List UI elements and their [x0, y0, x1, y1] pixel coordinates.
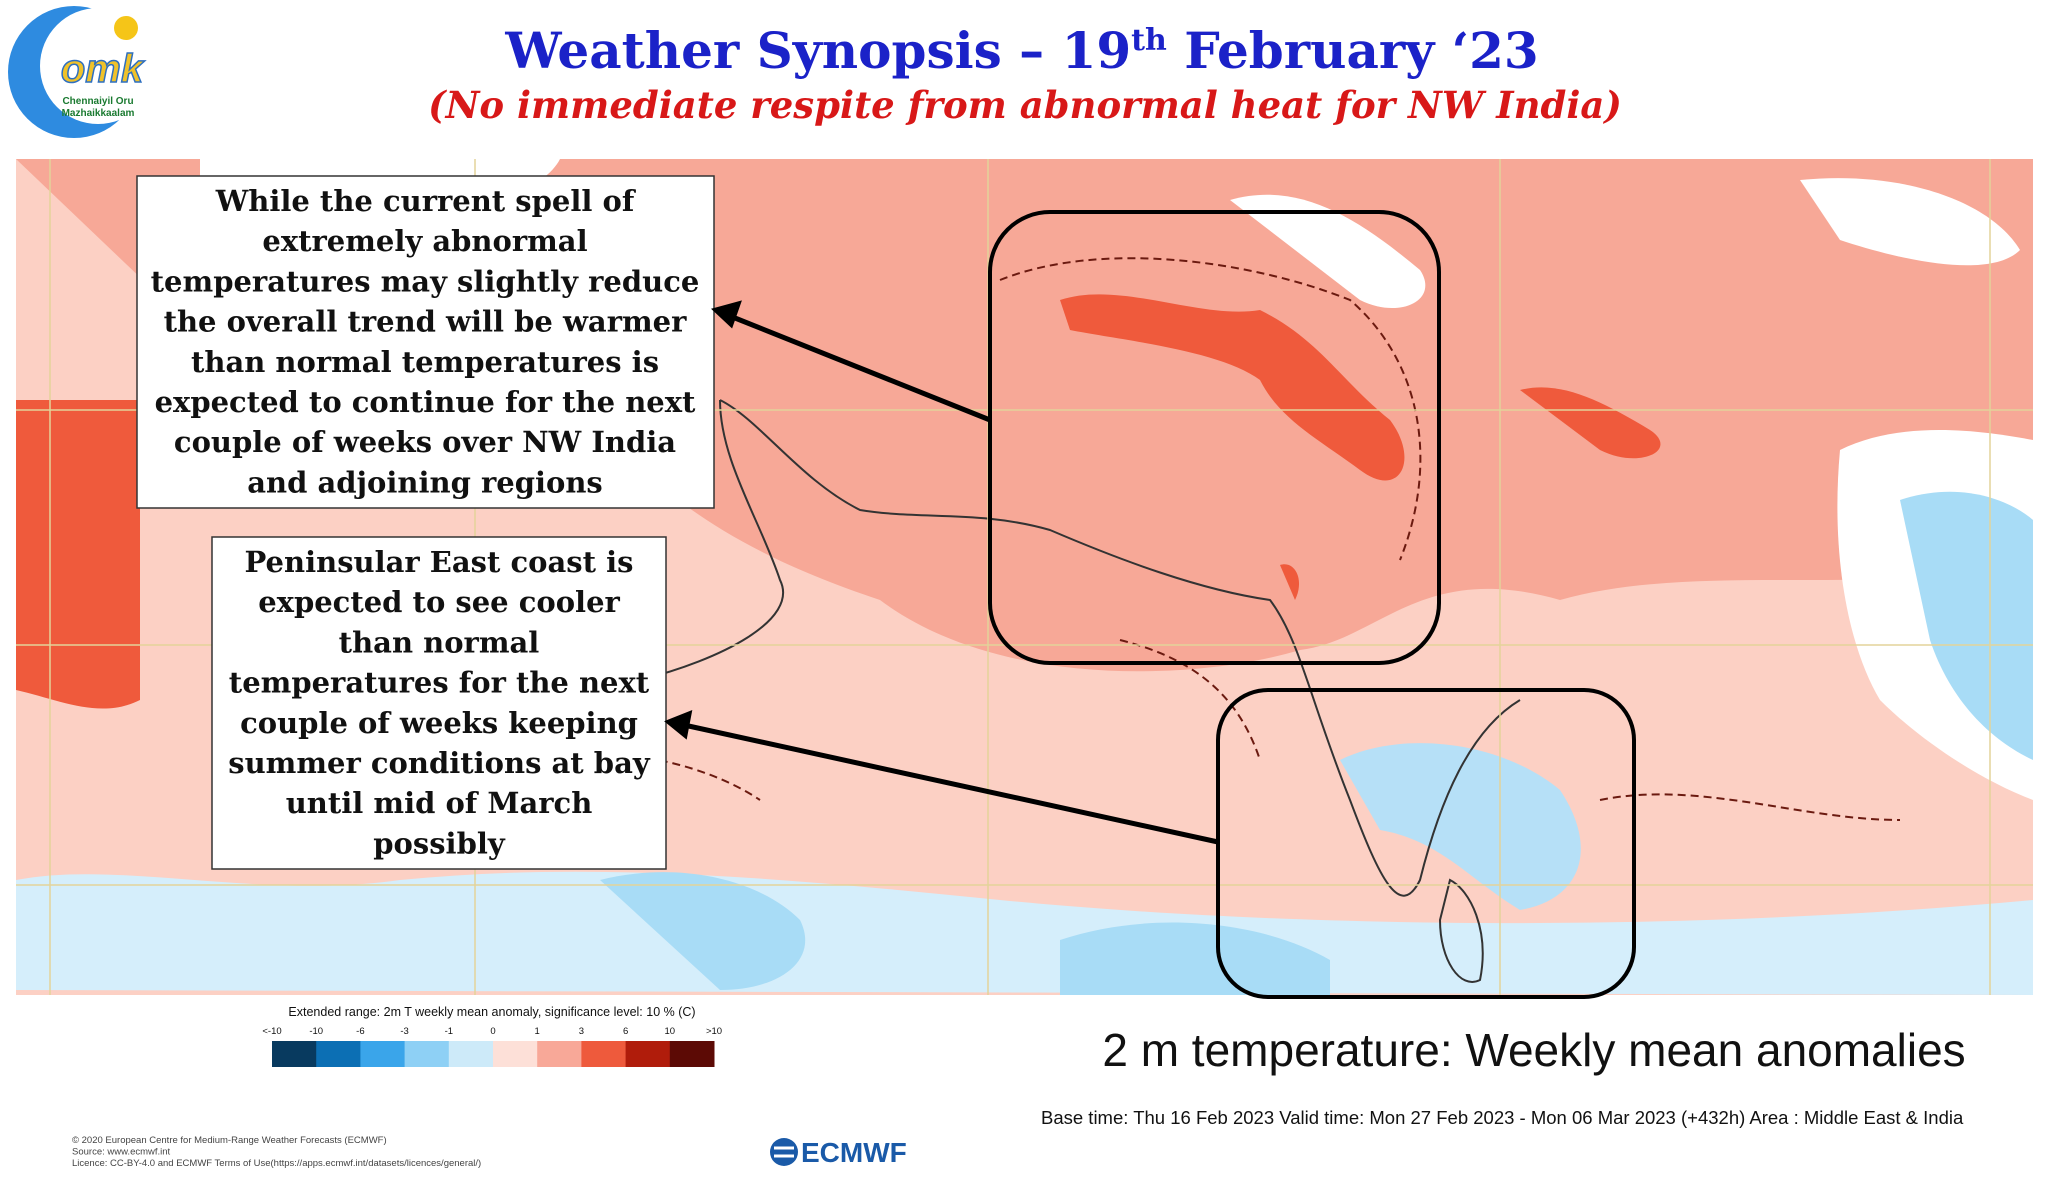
callout-line: and adjoining regions	[247, 465, 603, 499]
callouts: While the current spell of extremely abno…	[151, 184, 700, 860]
legend-title: Extended range: 2m T weekly mean anomaly…	[288, 1005, 695, 1019]
colorbar-swatch	[272, 1041, 317, 1067]
logo-text: Mazhaikkaalam	[62, 108, 135, 119]
callout-box	[211, 536, 667, 870]
colorbar-swatch	[537, 1041, 582, 1067]
legend-panel	[50, 999, 1025, 1171]
colorbar-label: 0	[490, 1026, 495, 1037]
callout-line: summer conditions at bay	[228, 746, 651, 780]
callout-line: the overall trend will be warmer	[164, 305, 688, 339]
callout-line: possibly	[373, 826, 506, 860]
callout-line: expected to see cooler	[258, 585, 620, 619]
colorbar-label: -3	[400, 1026, 408, 1037]
colorbar-swatch	[669, 1041, 715, 1067]
callout-line: expected to continue for the next	[155, 385, 696, 419]
logo: omk Chennaiyil Oru Mazhaikkaalam	[8, 6, 156, 138]
credit-line: Licence: CC-BY-4.0 and ECMWF Terms of Us…	[72, 1158, 481, 1169]
colorbar-label: 6	[623, 1026, 628, 1037]
ecmwf-text: ECMWF	[801, 1137, 907, 1168]
title: Weather Synopsis – 19th February ‘23	[504, 21, 1538, 80]
colorbar-swatch	[493, 1041, 538, 1067]
colorbar-label: 1	[535, 1026, 540, 1037]
callout-box	[136, 175, 715, 509]
title-text: February ‘23	[1167, 21, 1539, 80]
callout-line: temperatures may slightly reduce	[151, 264, 700, 298]
colorbar-swatch	[404, 1041, 450, 1067]
callout-line: While the current spell of	[215, 184, 637, 218]
title-text: Weather Synopsis – 19	[504, 21, 1131, 80]
colorbar: <-10 -10 -6 -3 -1 0 1 3 6 10 >10	[262, 1026, 722, 1067]
colorbar-label: -6	[356, 1026, 364, 1037]
region-outline	[1216, 688, 1636, 999]
credit-line: Source: www.ecmwf.int	[72, 1147, 171, 1158]
callout-line: until mid of March	[286, 786, 593, 820]
title-superscript: th	[1131, 23, 1167, 58]
ecmwf-logo: ECMWF	[770, 1137, 907, 1168]
colorbar-label: >10	[706, 1026, 722, 1037]
colorbar-label: <-10	[262, 1026, 281, 1037]
callout-line: temperatures for the next	[229, 666, 650, 700]
colorbar-label: -1	[445, 1026, 453, 1037]
credits: © 2020 European Centre for Medium-Range …	[72, 1135, 481, 1169]
arrows	[664, 300, 1219, 845]
logo-mark: omk	[61, 47, 145, 91]
callout-line: Peninsular East coast is	[245, 545, 634, 579]
callout-line: than normal temperatures is	[191, 345, 659, 379]
colorbar-swatch	[316, 1041, 361, 1067]
subtitle: (No immediate respite from abnormal heat…	[428, 83, 1622, 127]
colorbar-label: 10	[665, 1026, 676, 1037]
colorbar-label: -10	[309, 1026, 323, 1037]
callout-line: than normal	[339, 625, 540, 659]
colorbar-label: 3	[579, 1026, 584, 1037]
base-time: Base time: Thu 16 Feb 2023 Valid time: M…	[1041, 1107, 1964, 1128]
colorbar-swatch	[360, 1041, 406, 1067]
callout-line: couple of weeks keeping	[240, 706, 638, 740]
caption: 2 m temperature: Weekly mean anomalies	[1102, 1024, 1965, 1076]
anomaly-map	[16, 159, 2033, 995]
colorbar-swatch	[448, 1041, 494, 1067]
callout-line: couple of weeks over NW India	[174, 425, 676, 459]
callout-line: extremely abnormal	[262, 224, 587, 258]
logo-text: Chennaiyil Oru	[62, 96, 133, 107]
region-outline	[988, 210, 1441, 665]
colorbar-swatch	[581, 1041, 627, 1067]
colorbar-swatch	[625, 1041, 671, 1067]
credit-line: © 2020 European Centre for Medium-Range …	[72, 1135, 387, 1146]
